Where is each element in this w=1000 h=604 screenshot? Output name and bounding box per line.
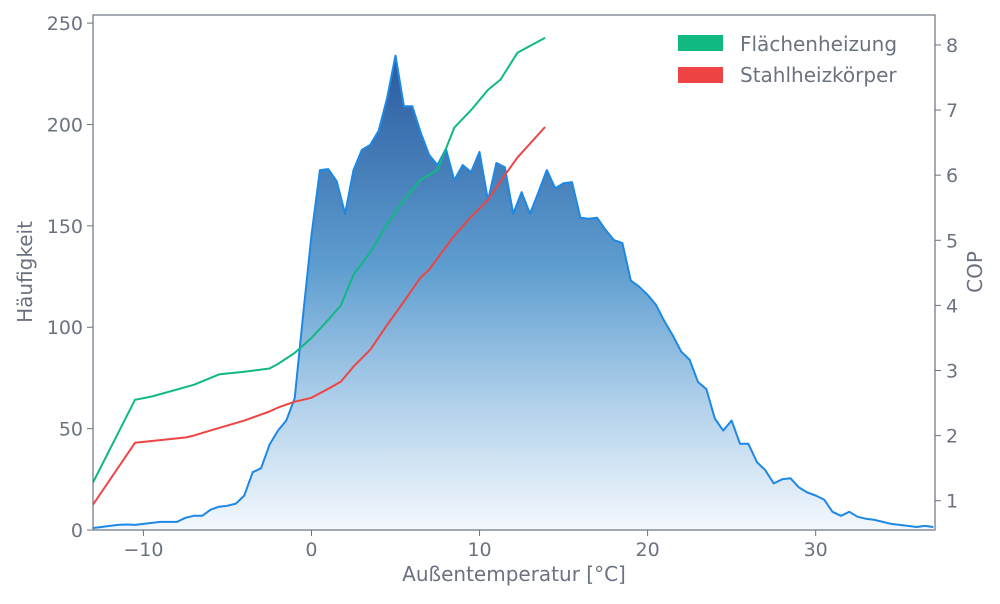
y-tick-label: 200: [47, 114, 83, 136]
legend-swatch-flaechenheizung: [678, 35, 723, 51]
x-axis-label: Außentemperatur [°C]: [402, 562, 626, 586]
plot-frame: [92, 14, 936, 531]
histogram-area: [93, 55, 934, 530]
cop-line-1: [93, 126, 546, 506]
x-tick-label: 30: [804, 539, 828, 561]
y-axis-label: Häufigkeit: [13, 221, 37, 323]
x-tick-label: 20: [636, 539, 660, 561]
y2-tick-label: 3: [946, 360, 958, 382]
y2-tick-label: 1: [946, 491, 958, 513]
y2-tick-label: 6: [946, 165, 958, 187]
y-tick-label: 50: [59, 419, 83, 441]
y2-axis-label: COP: [963, 251, 987, 293]
x-tick-label: −10: [123, 539, 163, 561]
y2-tick-label: 5: [946, 230, 958, 252]
y2-tick-label: 7: [946, 100, 958, 122]
y2-tick-label: 4: [946, 295, 958, 317]
x-tick-label: 10: [467, 539, 491, 561]
legend-label-flaechenheizung: Flächenheizung: [740, 32, 897, 56]
legend-swatch-stahlheizkoerper: [678, 67, 723, 83]
y2-tick-label: 8: [946, 35, 958, 57]
y-tick-label: 150: [47, 216, 83, 238]
y2-tick-label: 2: [946, 426, 958, 448]
legend: Flächenheizung Stahlheizkörper: [678, 32, 897, 87]
y-tick-label: 250: [47, 13, 83, 35]
legend-label-stahlheizkoerper: Stahlheizkörper: [740, 63, 897, 87]
cop-line-0: [93, 36, 546, 483]
y-tick-label: 0: [71, 520, 83, 542]
y-tick-label: 100: [47, 317, 83, 339]
histogram-line: [93, 54, 934, 529]
x-tick-label: 0: [305, 539, 317, 561]
